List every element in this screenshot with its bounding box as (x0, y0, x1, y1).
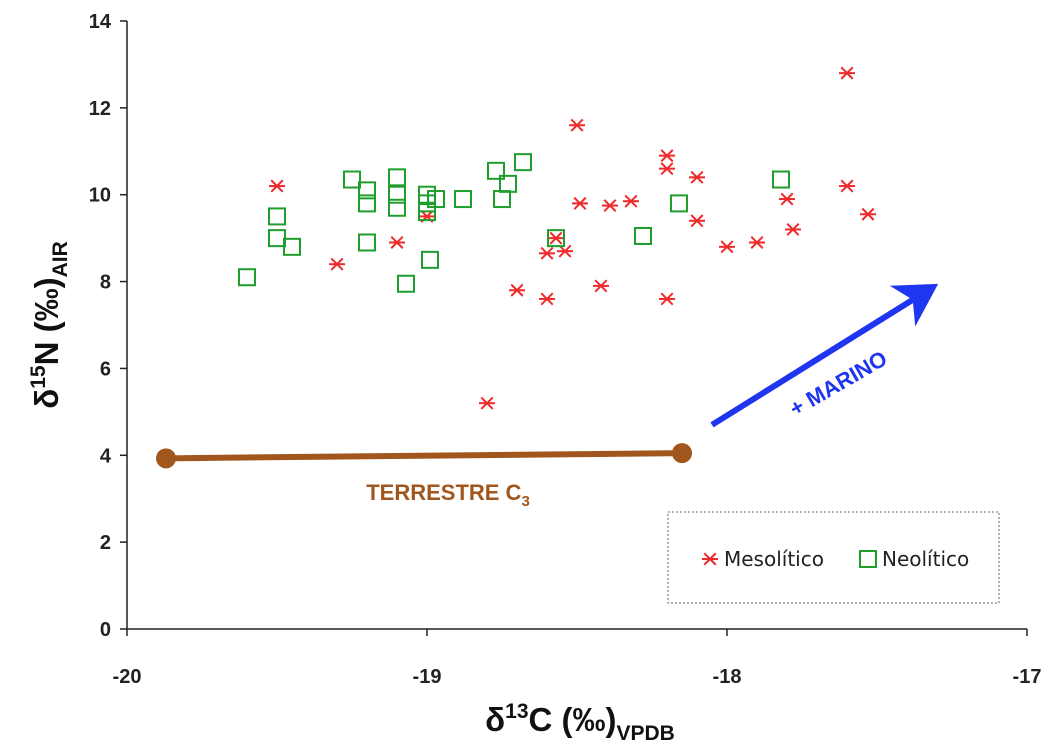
legend-asterisk-symbol (702, 552, 718, 566)
mesolitico-point-26 (860, 207, 876, 221)
mesolitico-point-18 (689, 170, 705, 184)
mesolitico-point-6 (539, 292, 555, 306)
neolitico-point-9 (388, 185, 406, 204)
neolitico-point-4 (343, 170, 361, 189)
mesolitico-point-0 (269, 179, 285, 193)
mesolitico-point-25 (839, 179, 855, 193)
mesolitico-point-22 (779, 192, 795, 206)
series-mesolitico (269, 66, 876, 410)
mesolitico-point-24 (839, 66, 855, 80)
y-axis-title-sub: AIR (49, 241, 72, 277)
neolitico-point-1 (268, 207, 286, 226)
mesolitico-point-23 (785, 222, 801, 236)
x-axis-title-main: C (‰) (529, 701, 617, 738)
neolitico-point-10 (388, 198, 406, 217)
neolitico-point-3 (283, 237, 301, 256)
neolitico-point-22 (547, 229, 565, 248)
x-ticks: -20 -19 -18 -17 (113, 629, 1042, 688)
y-axis-title: δ15N (‰)AIR (27, 241, 72, 409)
neolitico-point-11 (397, 274, 415, 293)
y-tick-label-4: 8 (100, 272, 111, 294)
mesolitico-point-20 (719, 240, 735, 254)
mesolitico-point-7 (539, 246, 555, 260)
marine-arrow (710, 283, 939, 428)
neolitico-point-18 (487, 161, 505, 180)
x-tick-label-1: -19 (413, 666, 442, 688)
terrestrial-range-line (163, 450, 685, 462)
neolitico-point-24 (670, 194, 688, 213)
terrestrial-label: TERRESTRE C3 (366, 480, 530, 510)
y-tick-label-0: 0 (100, 619, 111, 641)
neolitico-point-25 (772, 170, 790, 189)
mesolitico-point-4 (479, 396, 495, 410)
mesolitico-point-16 (659, 162, 675, 176)
y-tick-label-6: 12 (89, 98, 111, 120)
y-axis-title-main: N (‰) (28, 277, 65, 365)
legend-label-neolitico: Neolítico (882, 547, 969, 571)
neolitico-point-0 (238, 268, 256, 287)
y-tick-label-5: 10 (89, 185, 111, 207)
terrestrial-annotation: TERRESTRE C3 (156, 443, 692, 510)
neolitico-point-17 (454, 190, 472, 209)
neolitico-point-21 (514, 153, 532, 172)
mesolitico-point-15 (659, 149, 675, 163)
mesolitico-point-14 (623, 194, 639, 208)
y-tick-label-1: 2 (100, 532, 111, 554)
mesolitico-point-8 (548, 231, 564, 245)
neolitico-point-15 (421, 250, 439, 269)
mesolitico-point-21 (749, 236, 765, 249)
neolitico-point-7 (358, 233, 376, 252)
x-axis-title: δ13C (‰)VPDB (485, 700, 675, 743)
mesolitico-point-9 (557, 244, 573, 258)
neolitico-point-23 (634, 226, 652, 245)
legend-marker-mesolitico (702, 552, 718, 566)
mesolitico-point-17 (659, 292, 675, 306)
marine-annotation: + MARINO (710, 283, 939, 428)
x-tick-label-0: -20 (113, 666, 142, 688)
y-tick-label-2: 4 (100, 445, 112, 467)
x-axis-title-sub: VPDB (617, 722, 675, 743)
axes (126, 21, 1027, 630)
mesolitico-point-12 (593, 279, 609, 293)
terrestrial-range-end-dot (672, 443, 692, 464)
mesolitico-point-19 (689, 214, 705, 228)
mesolitico-point-1 (329, 257, 345, 271)
terrestrial-label-main: TERRESTRE C (366, 480, 521, 505)
y-axis-title-prefix: δ (28, 389, 65, 409)
y-tick-label-7: 14 (89, 11, 112, 33)
x-axis-title-prefix: δ (485, 701, 505, 738)
neolitico-point-16 (427, 190, 445, 209)
neolitico-point-6 (358, 194, 376, 213)
x-axis-title-sup: 13 (505, 700, 528, 723)
y-axis-title-sup: 15 (27, 365, 50, 389)
neolitico-point-19 (493, 190, 511, 209)
legend-marker-neolitico (859, 550, 877, 568)
y-tick-label-3: 6 (100, 358, 111, 380)
mesolitico-point-5 (509, 283, 525, 297)
legend-label-mesolitico: Mesolítico (724, 547, 824, 571)
mesolitico-point-13 (602, 199, 618, 213)
neolitico-point-8 (388, 168, 406, 187)
mesolitico-point-10 (569, 118, 585, 132)
neolitico-point-5 (358, 181, 376, 200)
x-tick-label-3: -17 (1013, 666, 1042, 688)
series-neolitico (238, 153, 790, 293)
x-tick-label-2: -18 (713, 666, 742, 688)
mesolitico-point-11 (572, 196, 588, 210)
legend: Mesolítico Neolítico (667, 511, 1000, 604)
neolitico-point-2 (268, 229, 286, 248)
marine-label: + MARINO (785, 346, 891, 422)
legend-square-symbol (859, 550, 877, 568)
terrestrial-label-sub: 3 (521, 493, 529, 510)
y-ticks: 0 2 4 6 8 10 12 14 (89, 11, 127, 641)
neolitico-point-20 (499, 174, 517, 193)
mesolitico-point-2 (389, 236, 405, 249)
terrestrial-range-start-dot (156, 448, 176, 469)
legend-box (667, 511, 1000, 604)
data-points (238, 66, 876, 410)
